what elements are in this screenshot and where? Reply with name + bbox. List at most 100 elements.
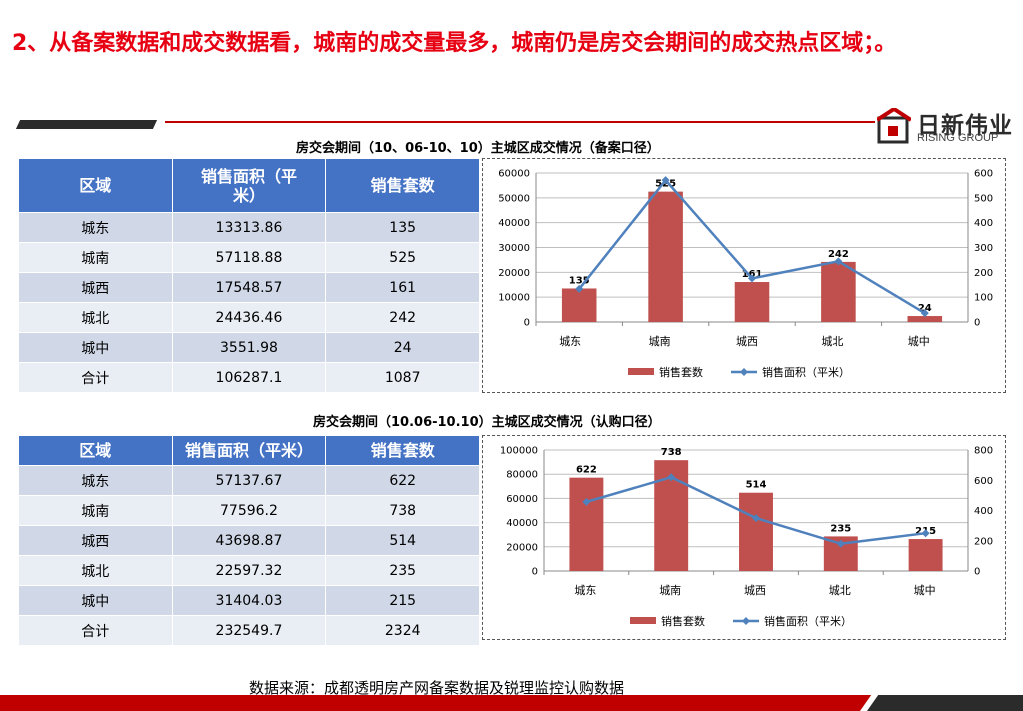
cell-region: 城北 <box>18 302 173 333</box>
headline: 2、从备案数据和成交数据看，城南的成交量最多，城南仍是房交会期间的成交热点区域；… <box>12 31 897 56</box>
title-rule-dark <box>15 120 158 129</box>
logo-text-en: RISING GROUP <box>917 132 999 144</box>
right-axis-tick: 400 <box>974 218 993 229</box>
bar-data-label: 242 <box>828 249 849 260</box>
cell-units: 2324 <box>325 615 480 646</box>
cell-region: 合计 <box>18 362 173 393</box>
right-axis-tick: 100 <box>974 293 993 304</box>
right-axis-tick: 200 <box>974 268 993 279</box>
line-point <box>921 529 930 538</box>
logo-text-cn: 日新伟业 <box>917 113 1013 139</box>
legend-swatch-marker <box>742 617 750 625</box>
category-label: 城中 <box>914 584 936 597</box>
cell-area: 57118.88 <box>171 242 327 273</box>
col-header-region: 区域 <box>18 435 173 466</box>
left-axis-tick: 50000 <box>498 193 530 204</box>
cell-area: 43698.87 <box>171 525 327 556</box>
category-label: 城北 <box>821 335 843 348</box>
record-table: 区域 销售面积（平米） 销售套数 城东 13313.86 135 城南 57118.88… <box>18 158 480 393</box>
house-logo-icon <box>877 108 911 144</box>
cell-units: 215 <box>325 585 480 616</box>
cell-region: 城东 <box>18 212 173 243</box>
company-logo: 日新伟业 RISING GROUP <box>877 105 1023 147</box>
category-label: 城东 <box>574 584 596 597</box>
cell-units: 24 <box>325 332 480 363</box>
category-label: 城北 <box>829 584 851 597</box>
footer-stripe-dark <box>867 695 1023 711</box>
table-row: 城东 13313.86 135 <box>18 212 480 243</box>
record-chart: 0 10000 20000 30000 40000 50000 60000 0 100 200 30… <box>482 158 1006 393</box>
cell-area: 232549.7 <box>171 615 327 646</box>
subscription-table: 区域 销售面积（平米） 销售套数 城东 57137.67 622 城南 77596.2 7… <box>18 435 480 646</box>
line-point <box>582 497 591 506</box>
bar-data-label: 514 <box>746 480 767 491</box>
bar-data-label: 24 <box>918 303 932 314</box>
cell-units: 622 <box>325 465 480 496</box>
cell-area: 3551.98 <box>171 332 327 363</box>
table-row: 城东 57137.67 622 <box>18 465 480 496</box>
line-point <box>920 309 929 318</box>
cell-region: 城北 <box>18 555 173 586</box>
cell-units: 161 <box>325 272 480 303</box>
table-row: 合计 232549.7 2324 <box>18 615 480 646</box>
legend-swatch-bar <box>628 368 654 375</box>
left-axis-tick: 80000 <box>506 470 538 481</box>
left-axis-tick: 100000 <box>500 446 538 457</box>
col-header-area: 销售面积（平米） <box>171 158 327 213</box>
subscription-chart-svg: 0 20000 40000 60000 80000 100000 0 200 400 600 800… <box>500 446 993 629</box>
table-row: 城南 77596.2 738 <box>18 495 480 526</box>
left-axis-tick: 20000 <box>498 268 530 279</box>
category-label: 城中 <box>908 335 930 348</box>
data-source-note: 数据来源：成都透明房产网备案数据及锐理监控认购数据 <box>249 679 625 697</box>
left-axis-tick: 40000 <box>506 518 538 529</box>
legend-label-line: 销售面积（平米） <box>762 365 850 379</box>
bar-data-label: 135 <box>569 275 590 286</box>
cell-units: 514 <box>325 525 480 556</box>
cell-region: 合计 <box>18 615 173 646</box>
cell-units: 1087 <box>325 362 480 393</box>
right-axis-tick: 0 <box>974 567 980 578</box>
right-axis-tick: 200 <box>974 536 993 547</box>
cell-region: 城中 <box>18 585 173 616</box>
bar <box>569 477 604 571</box>
line-point <box>575 284 584 293</box>
cell-area: 57137.67 <box>171 465 327 496</box>
cell-units: 135 <box>325 212 480 243</box>
cell-region: 城西 <box>18 272 173 303</box>
cell-area: 13313.86 <box>171 212 327 243</box>
left-axis-tick: 0 <box>524 318 530 329</box>
cell-units: 525 <box>325 242 480 273</box>
table-row: 城北 24436.46 242 <box>18 302 480 333</box>
col-header-units: 销售套数 <box>325 158 480 213</box>
cell-region: 城南 <box>18 495 173 526</box>
right-axis-tick: 800 <box>974 446 993 457</box>
line-point <box>661 176 670 185</box>
left-axis-tick: 0 <box>532 567 538 578</box>
bar-data-label: 622 <box>576 465 597 476</box>
cell-region: 城中 <box>18 332 173 363</box>
right-axis-tick: 600 <box>974 169 993 180</box>
table-row: 城中 3551.98 24 <box>18 332 480 363</box>
section2-title: 房交会期间（10.06-10.10）主城区成交情况（认购口径） <box>313 415 661 430</box>
bar <box>821 261 856 322</box>
cell-area: 77596.2 <box>171 495 327 526</box>
record-chart-svg: 0 10000 20000 30000 40000 50000 60000 0 100 200 30… <box>498 169 993 380</box>
cell-units: 235 <box>325 555 480 586</box>
bar <box>561 288 597 322</box>
cell-area: 31404.03 <box>171 585 327 616</box>
left-axis-tick: 60000 <box>506 494 538 505</box>
cell-region: 城南 <box>18 242 173 273</box>
right-axis-tick: 300 <box>974 243 993 254</box>
bar <box>739 492 773 571</box>
cell-area: 24436.46 <box>171 302 327 333</box>
cell-area: 17548.57 <box>171 272 327 303</box>
table-row: 城北 22597.32 235 <box>18 555 480 586</box>
category-label: 城南 <box>659 584 681 597</box>
legend-label-bar: 销售套数 <box>659 365 703 379</box>
right-axis-tick: 400 <box>974 506 993 517</box>
bar <box>908 539 943 571</box>
category-label: 城南 <box>649 335 671 348</box>
legend-swatch-marker <box>740 368 748 376</box>
line-point <box>752 514 760 523</box>
line-point <box>836 539 845 548</box>
